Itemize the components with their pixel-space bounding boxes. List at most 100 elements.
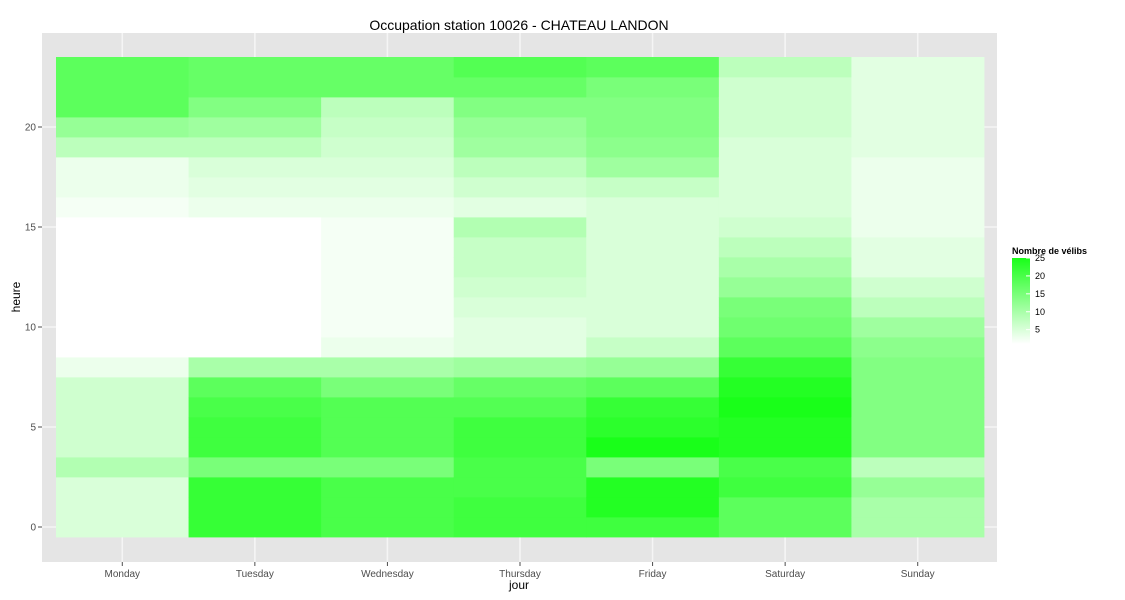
y-tick-label: 5 bbox=[30, 423, 36, 434]
heatmap-tile bbox=[586, 457, 720, 478]
legend: Nombre de vélibs 25 20 15 10 5 bbox=[1012, 246, 1087, 344]
heatmap-tile bbox=[453, 417, 587, 438]
heatmap-tile bbox=[586, 397, 720, 418]
heatmap-tile bbox=[453, 177, 587, 198]
heatmap-tile bbox=[718, 437, 852, 458]
heatmap-tile bbox=[188, 237, 322, 258]
heatmap-tile bbox=[718, 137, 852, 158]
heatmap-tile bbox=[851, 417, 985, 438]
heatmap-tile bbox=[718, 257, 852, 278]
y-axis-title: heure bbox=[9, 281, 23, 312]
heatmap-tile bbox=[453, 217, 587, 238]
heatmap-tile bbox=[188, 457, 322, 478]
x-axis-title: jour bbox=[508, 578, 529, 592]
heatmap-tile bbox=[188, 137, 322, 158]
heatmap-tile bbox=[586, 137, 720, 158]
heatmap-tile bbox=[586, 157, 720, 178]
heatmap-tile bbox=[188, 77, 322, 98]
heatmap-tile bbox=[718, 477, 852, 498]
heatmap-tile bbox=[188, 517, 322, 538]
heatmap-tile bbox=[851, 277, 985, 298]
legend-colorbar bbox=[1012, 258, 1030, 344]
heatmap-tile bbox=[718, 417, 852, 438]
heatmap-tile bbox=[453, 237, 587, 258]
heatmap-tile bbox=[188, 417, 322, 438]
x-tick-label: Saturday bbox=[765, 569, 805, 580]
heatmap-tile bbox=[321, 477, 455, 498]
chart-title: Occupation station 10026 - CHATEAU LANDO… bbox=[369, 17, 668, 33]
legend-title: Nombre de vélibs bbox=[1012, 246, 1087, 256]
heatmap-tile bbox=[453, 357, 587, 378]
heatmap-tiles bbox=[56, 57, 985, 538]
heatmap-tile bbox=[586, 517, 720, 538]
heatmap-tile bbox=[586, 77, 720, 98]
heatmap-tile bbox=[718, 357, 852, 378]
heatmap-tile bbox=[851, 217, 985, 238]
heatmap-tile bbox=[851, 97, 985, 118]
heatmap-tile bbox=[321, 397, 455, 418]
heatmap-tile bbox=[321, 497, 455, 518]
x-tick-label: Tuesday bbox=[236, 569, 274, 580]
heatmap-tile bbox=[321, 77, 455, 98]
heatmap-tile bbox=[718, 337, 852, 358]
heatmap-tile bbox=[718, 157, 852, 178]
legend-label: 10 bbox=[1035, 307, 1045, 317]
heatmap-tile bbox=[586, 377, 720, 398]
heatmap-tile bbox=[851, 137, 985, 158]
heatmap-tile bbox=[453, 437, 587, 458]
heatmap-tile bbox=[586, 117, 720, 138]
heatmap-tile bbox=[851, 377, 985, 398]
heatmap-tile bbox=[453, 197, 587, 218]
heatmap-tile bbox=[56, 497, 189, 518]
heatmap-tile bbox=[56, 437, 189, 458]
heatmap-tile bbox=[321, 337, 455, 358]
heatmap-tile bbox=[718, 457, 852, 478]
heatmap-tile bbox=[851, 297, 985, 318]
heatmap-tile bbox=[321, 237, 455, 258]
heatmap-tile bbox=[188, 197, 322, 218]
heatmap-tile bbox=[851, 197, 985, 218]
heatmap-tile bbox=[56, 277, 189, 298]
heatmap-tile bbox=[718, 97, 852, 118]
heatmap-tile bbox=[56, 317, 189, 338]
heatmap-tile bbox=[851, 337, 985, 358]
heatmap-tile bbox=[56, 337, 189, 358]
heatmap-tile bbox=[321, 217, 455, 238]
heatmap-tile bbox=[453, 77, 587, 98]
heatmap-tile bbox=[586, 297, 720, 318]
heatmap-tile bbox=[718, 497, 852, 518]
heatmap-tile bbox=[56, 217, 189, 238]
heatmap-tile bbox=[851, 497, 985, 518]
axes: 0 5 10 15 20 Monday Tuesday Wednesday Thursday Fr… bbox=[25, 123, 935, 581]
heatmap-tile bbox=[453, 517, 587, 538]
heatmap-tile bbox=[56, 417, 189, 438]
y-tick-label: 20 bbox=[25, 123, 37, 134]
heatmap-tile bbox=[851, 57, 985, 78]
heatmap-tile bbox=[586, 57, 720, 78]
x-tick-label: Friday bbox=[639, 569, 667, 580]
heatmap-tile bbox=[321, 457, 455, 478]
y-tick-label: 15 bbox=[25, 223, 37, 234]
heatmap-tile bbox=[851, 157, 985, 178]
heatmap-tile bbox=[453, 137, 587, 158]
heatmap-tile bbox=[718, 177, 852, 198]
heatmap-tile bbox=[718, 217, 852, 238]
heatmap-tile bbox=[851, 437, 985, 458]
heatmap-tile bbox=[718, 237, 852, 258]
heatmap-tile bbox=[321, 277, 455, 298]
heatmap-tile bbox=[321, 417, 455, 438]
legend-label: 15 bbox=[1035, 289, 1045, 299]
heatmap-tile bbox=[586, 317, 720, 338]
heatmap-tile bbox=[188, 297, 322, 318]
x-tick-label: Wednesday bbox=[361, 569, 414, 580]
heatmap-tile bbox=[188, 437, 322, 458]
legend-label: 5 bbox=[1035, 325, 1040, 335]
heatmap-tile bbox=[56, 157, 189, 178]
heatmap-tile bbox=[453, 157, 587, 178]
heatmap-tile bbox=[188, 317, 322, 338]
heatmap-tile bbox=[718, 377, 852, 398]
x-tick-label: Monday bbox=[104, 569, 140, 580]
heatmap-tile bbox=[321, 257, 455, 278]
heatmap-tile bbox=[586, 337, 720, 358]
